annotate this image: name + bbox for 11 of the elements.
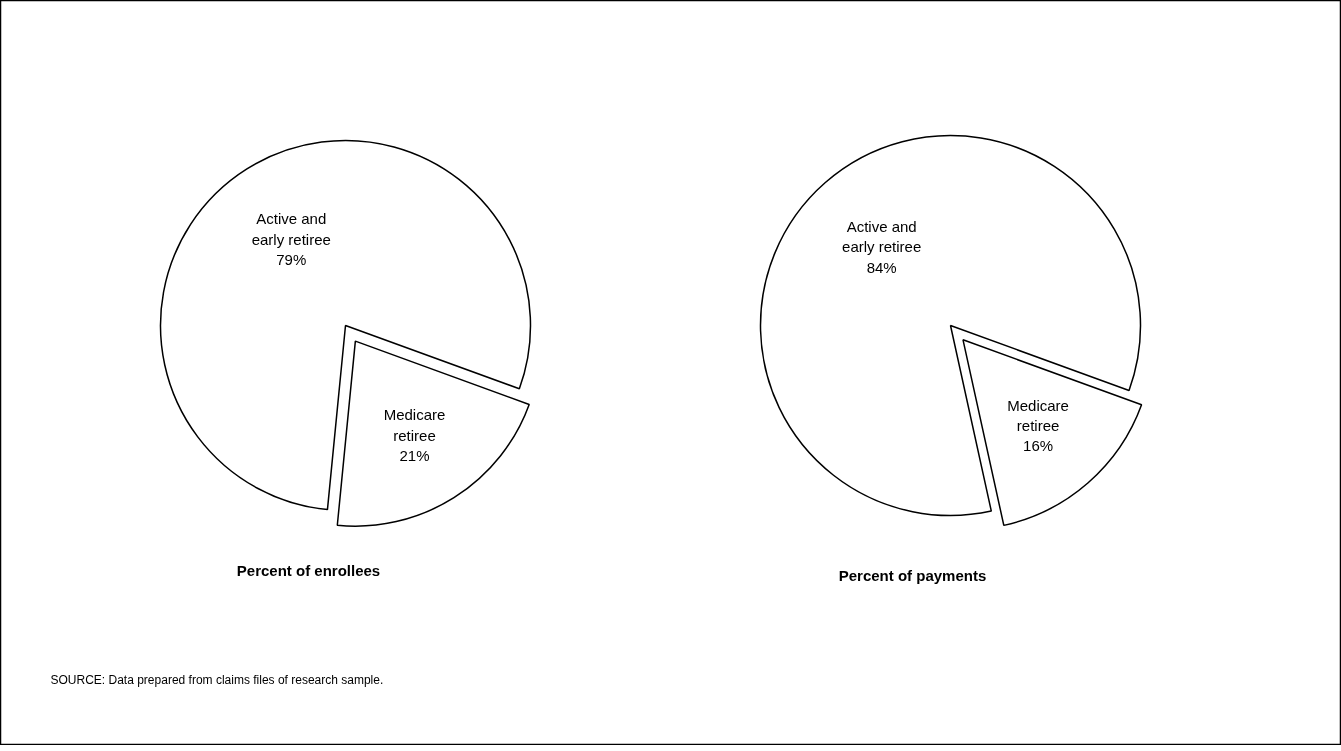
slice-label: Medicare retiree xyxy=(1007,396,1069,435)
slice-label: Medicare retiree xyxy=(383,406,446,444)
source-note: SOURCE: Data prepared from claims files of research sample. xyxy=(50,672,384,687)
data-label: 84% xyxy=(866,258,897,276)
text: Percent of payments xyxy=(838,567,987,584)
slice-label: Active and early retiree xyxy=(251,210,331,248)
slice-label: Active and early retiree xyxy=(842,217,922,256)
data-label: 16% xyxy=(1023,437,1054,455)
text: Percent of enrollees xyxy=(236,562,381,579)
data-label: 21% xyxy=(399,446,430,464)
data-label: 79% xyxy=(276,251,307,269)
